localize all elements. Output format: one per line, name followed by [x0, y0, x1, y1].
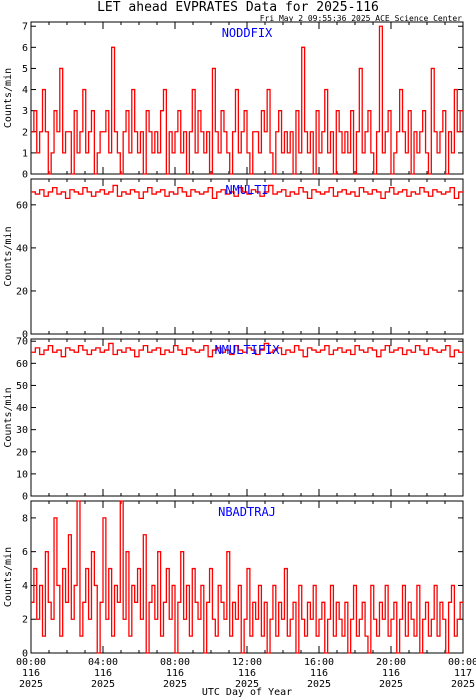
panel-title: NMULTI — [225, 183, 268, 197]
x-tick-label: 16:00 — [304, 657, 334, 668]
x-tick-label: 116 — [22, 668, 40, 679]
series-line — [31, 25, 463, 175]
x-axis-label: UTC Day of Year — [202, 687, 292, 698]
y-axis-label: Counts/min — [3, 547, 14, 607]
y-tick-label: 60 — [16, 200, 28, 211]
x-tick-label: 2025 — [91, 679, 115, 690]
x-tick-label: 00:00 — [448, 657, 476, 668]
y-tick-label: 3 — [22, 106, 28, 117]
series-line — [31, 342, 463, 358]
timestamp: Fri May 2 09:55:36 2025 ACE Science Cent… — [259, 14, 462, 23]
x-tick-label: 2025 — [19, 679, 43, 690]
y-tick-label: 0 — [22, 170, 28, 181]
y-tick-label: 60 — [16, 359, 28, 370]
y-tick-label: 7 — [22, 22, 28, 33]
x-tick-label: 2025 — [451, 679, 475, 690]
x-tick-label: 08:00 — [160, 657, 190, 668]
y-tick-label: 50 — [16, 381, 28, 392]
x-tick-label: 2025 — [163, 679, 187, 690]
series-line — [31, 500, 463, 654]
chart-title: LET ahead EVPRATES Data for 2025-116 — [97, 0, 379, 15]
panel-title: NBADTRAJ — [218, 505, 276, 519]
y-tick-label: 10 — [16, 469, 28, 480]
x-tick-label: 116 — [382, 668, 400, 679]
x-tick-label: 116 — [310, 668, 328, 679]
x-tick-label: 20:00 — [376, 657, 406, 668]
panel-frame — [30, 338, 464, 497]
y-tick-label: 0 — [22, 649, 28, 660]
y-tick-label: 2 — [22, 127, 28, 138]
y-axis-label: Counts/min — [3, 68, 14, 128]
y-tick-label: 20 — [16, 447, 28, 458]
panel-title: NODDFIX — [222, 26, 273, 40]
x-tick-label: 2025 — [379, 679, 403, 690]
panel-title: NMULTIFIX — [214, 343, 280, 357]
series-line — [31, 184, 463, 200]
y-tick-label: 6 — [22, 43, 28, 54]
x-tick-label: 116 — [166, 668, 184, 679]
y-tick-label: 8 — [22, 513, 28, 524]
y-tick-label: 40 — [16, 243, 28, 254]
y-tick-label: 40 — [16, 403, 28, 414]
x-tick-label: 116 — [94, 668, 112, 679]
y-tick-label: 20 — [16, 286, 28, 297]
y-tick-label: 0 — [22, 492, 28, 503]
x-tick-label: 2025 — [235, 679, 259, 690]
x-tick-label: 00:00 — [16, 657, 46, 668]
x-tick-label: 2025 — [307, 679, 331, 690]
y-tick-label: 0 — [22, 330, 28, 341]
x-tick-label: 116 — [238, 668, 256, 679]
x-tick-label: 117 — [454, 668, 472, 679]
y-tick-label: 2 — [22, 615, 28, 626]
y-axis-label: Counts/min — [3, 387, 14, 447]
y-axis-label: Counts/min — [3, 226, 14, 286]
x-tick-label: 12:00 — [232, 657, 262, 668]
panel-frame — [30, 178, 464, 335]
y-tick-label: 4 — [22, 581, 28, 592]
x-tick-label: 04:00 — [88, 657, 118, 668]
y-tick-label: 4 — [22, 85, 28, 96]
y-tick-label: 5 — [22, 64, 28, 75]
y-tick-label: 6 — [22, 547, 28, 558]
y-tick-label: 70 — [16, 337, 28, 348]
y-tick-label: 1 — [22, 148, 28, 159]
y-tick-label: 30 — [16, 425, 28, 436]
